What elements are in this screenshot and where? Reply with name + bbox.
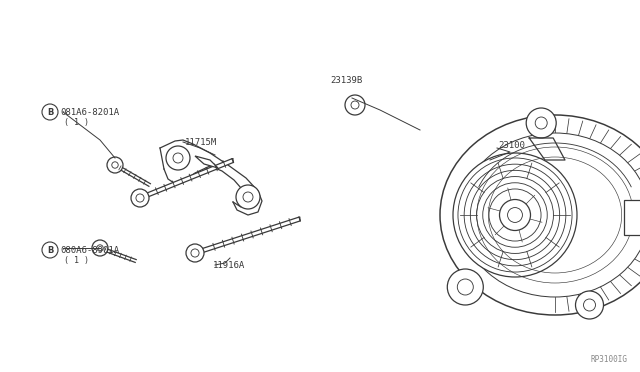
Polygon shape [140,159,234,200]
Text: ( 1 ): ( 1 ) [64,118,89,126]
Circle shape [166,146,190,170]
Text: 23139B: 23139B [330,76,362,84]
Circle shape [236,185,260,209]
Circle shape [575,291,604,319]
Circle shape [92,240,108,256]
Polygon shape [195,217,300,255]
Circle shape [107,157,123,173]
FancyBboxPatch shape [624,200,640,235]
Text: 081A6-8201A: 081A6-8201A [60,108,119,116]
Text: 080A6-8901A: 080A6-8901A [60,246,119,254]
Text: RP3100IG: RP3100IG [591,356,628,365]
Ellipse shape [461,133,640,297]
Circle shape [453,153,577,277]
Text: 11916A: 11916A [213,260,245,269]
Circle shape [499,199,531,231]
Circle shape [131,189,149,207]
Text: B: B [47,246,53,254]
Circle shape [526,108,556,138]
Text: B: B [47,108,53,116]
Circle shape [447,269,483,305]
Text: 11715M: 11715M [185,138,217,147]
Ellipse shape [440,115,640,315]
Text: 23100: 23100 [498,141,525,150]
Circle shape [186,244,204,262]
Text: ( 1 ): ( 1 ) [64,256,89,264]
Circle shape [345,95,365,115]
Polygon shape [195,156,218,168]
